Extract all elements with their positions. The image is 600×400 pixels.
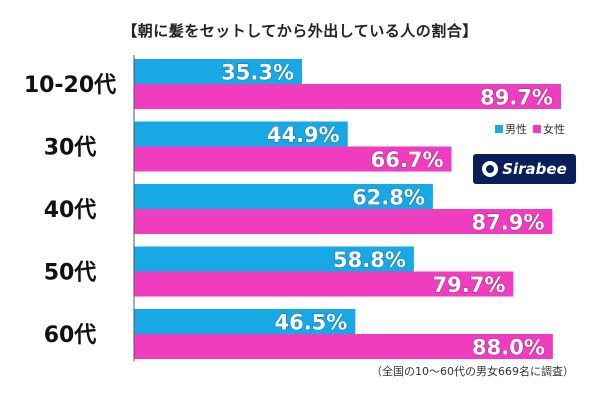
legend: 男性 女性 xyxy=(495,121,565,137)
data-label-male: 58.8% xyxy=(333,248,406,272)
data-label-male: 62.8% xyxy=(352,186,425,210)
sirabee-logo: Sirabee xyxy=(473,154,576,184)
data-label-male: 46.5% xyxy=(274,311,347,335)
bar-male xyxy=(134,59,303,84)
legend-item-female: 女性 xyxy=(533,121,565,137)
bar-male xyxy=(134,121,348,147)
footnote: （全国の10～60代の男女669名に調査） xyxy=(371,365,574,378)
category-label: 40代 xyxy=(44,198,97,223)
data-label-female: 87.9% xyxy=(472,211,545,235)
category-label: 30代 xyxy=(44,136,97,161)
bar-female xyxy=(134,146,452,172)
data-label-female: 89.7% xyxy=(480,86,553,110)
category-label: 60代 xyxy=(44,323,97,348)
bar-female xyxy=(134,334,553,359)
data-label-male: 44.9% xyxy=(267,123,340,147)
sirabee-logo-icon xyxy=(482,161,499,177)
category-label: 10-20代 xyxy=(24,73,116,98)
category-label: 50代 xyxy=(44,261,97,286)
chart-title: 【朝に髪をセットしてから外出している人の割合】 xyxy=(122,22,478,40)
bar-female xyxy=(134,84,561,109)
bar-male xyxy=(134,246,414,272)
data-label-female: 88.0% xyxy=(472,336,545,360)
bar-male xyxy=(134,184,433,209)
data-label-female: 66.7% xyxy=(371,148,444,172)
legend-item-male: 男性 xyxy=(495,121,527,137)
bar-male xyxy=(134,309,356,334)
legend-label-female: 女性 xyxy=(543,123,565,136)
bar-female xyxy=(134,209,553,234)
legend-label-male: 男性 xyxy=(505,123,527,136)
legend-swatch-female xyxy=(533,125,541,133)
brand-name: Sirabee xyxy=(502,160,567,178)
data-label-female: 79.7% xyxy=(433,273,506,297)
data-label-male: 35.3% xyxy=(221,61,294,85)
legend-swatch-male xyxy=(495,125,503,133)
bar-female xyxy=(134,271,514,297)
